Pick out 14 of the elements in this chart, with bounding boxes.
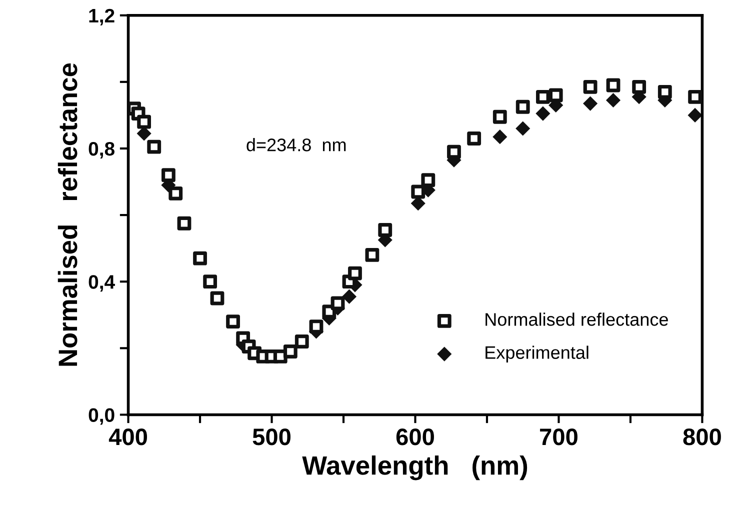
annotation: d=234.8 nm: [246, 138, 346, 152]
y-tick-label: 1,2: [89, 8, 114, 26]
x-tick-label: 700: [540, 428, 578, 446]
y-tick-label: 0,4: [88, 275, 115, 292]
y-axis-title: Normalised reflectance: [58, 63, 78, 366]
y-tick-label: 0,8: [88, 142, 114, 159]
x-tick-label: 400: [108, 428, 148, 446]
legend-label: Experimental: [486, 346, 588, 363]
x-tick-label: 600: [396, 428, 434, 446]
y-tick-label: 0,0: [88, 408, 114, 425]
legend-label: Normalised reflectance: [486, 312, 668, 326]
x-tick-label: 800: [683, 428, 721, 446]
x-tick-label: 500: [252, 428, 290, 446]
x-axis-title: Wavelength (nm): [302, 455, 528, 480]
